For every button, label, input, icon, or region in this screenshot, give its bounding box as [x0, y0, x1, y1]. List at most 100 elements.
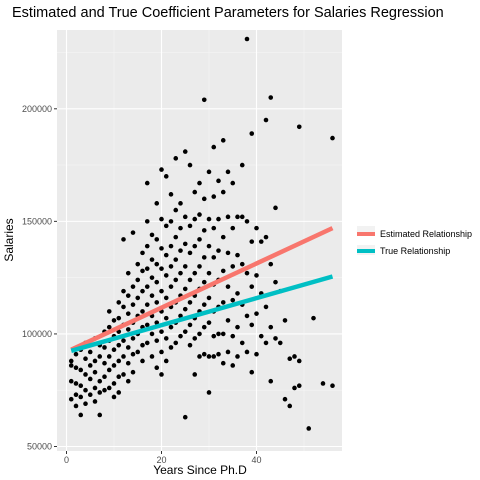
data-point: [306, 426, 312, 431]
data-point: [163, 336, 169, 341]
data-point: [159, 372, 164, 377]
x-axis-title: Years Since Ph.D: [153, 463, 247, 477]
data-point: [154, 237, 160, 242]
data-point: [163, 358, 169, 364]
data-point: [121, 354, 126, 359]
data-point: [201, 351, 207, 357]
data-point: [83, 356, 88, 361]
data-point: [130, 336, 136, 341]
data-point: [225, 318, 231, 323]
data-point: [220, 300, 226, 305]
data-point: [273, 336, 278, 341]
true-relationship-line: [70, 274, 334, 353]
data-point: [192, 336, 198, 341]
data-point: [230, 225, 236, 231]
data-point: [111, 381, 117, 386]
data-point: [78, 394, 84, 400]
data-point: [201, 196, 207, 202]
data-point: [239, 340, 245, 346]
data-point: [273, 279, 278, 285]
data-point: [211, 333, 217, 339]
data-point: [239, 261, 245, 267]
data-point: [87, 363, 93, 368]
data-point: [83, 401, 88, 407]
data-point: [235, 252, 240, 258]
data-point: [68, 378, 74, 384]
data-point: [135, 349, 141, 355]
data-point: [121, 338, 126, 343]
data-point: [263, 304, 269, 310]
data-point: [239, 162, 245, 168]
data-point: [111, 347, 117, 352]
data-point: [121, 372, 126, 377]
data-point: [178, 225, 183, 231]
data-point: [192, 243, 198, 249]
data-point: [263, 234, 269, 240]
data-point: [125, 345, 131, 350]
data-point: [216, 351, 221, 357]
chart-title: Estimated and True Coefficient Parameter…: [12, 5, 444, 21]
data-point: [254, 311, 259, 316]
data-point: [192, 372, 198, 377]
legend-label-estimated-relationship: Estimated Relationship: [380, 229, 472, 239]
data-point: [187, 300, 193, 305]
data-point: [249, 322, 255, 328]
data-point: [225, 349, 231, 355]
data-point: [97, 378, 103, 384]
data-point: [87, 349, 93, 355]
data-point: [73, 392, 79, 398]
legend-key-background-estimated: [357, 226, 375, 236]
data-point: [220, 189, 226, 195]
data-point: [296, 383, 302, 389]
data-point: [182, 241, 188, 247]
data-point: [144, 284, 150, 289]
data-point: [201, 279, 207, 285]
data-point: [206, 320, 212, 325]
data-point: [254, 225, 259, 231]
data-point: [201, 228, 207, 233]
data-point: [116, 390, 122, 395]
data-point: [258, 239, 264, 244]
data-point: [111, 363, 117, 368]
data-point: [87, 376, 93, 382]
data-point: [244, 219, 250, 224]
data-point: [182, 149, 188, 154]
data-point: [121, 304, 126, 310]
data-point: [97, 390, 103, 395]
data-point: [292, 354, 297, 359]
data-point: [130, 369, 136, 375]
data-point: [92, 358, 98, 364]
data-point: [154, 365, 160, 371]
data-point: [187, 277, 193, 283]
data-point: [159, 266, 164, 271]
data-point: [149, 275, 155, 280]
data-point: [168, 192, 174, 197]
data-point: [97, 412, 103, 418]
data-point: [130, 351, 136, 357]
data-point: [330, 135, 335, 141]
data-point: [225, 284, 231, 289]
x-tick-label: 0: [64, 455, 69, 465]
data-point: [220, 360, 226, 366]
data-point: [187, 322, 193, 328]
data-point: [178, 270, 183, 276]
data-point: [216, 178, 221, 184]
y-tick-label: 50000: [27, 441, 52, 451]
data-point: [154, 261, 160, 267]
data-point: [211, 194, 217, 199]
data-point: [159, 329, 164, 334]
data-point: [102, 387, 107, 393]
data-point: [149, 257, 155, 262]
data-point: [154, 279, 160, 285]
data-point: [140, 342, 145, 348]
data-point: [220, 268, 226, 274]
data-point: [211, 144, 217, 150]
data-point: [182, 329, 188, 334]
data-point: [182, 414, 188, 420]
data-point: [92, 369, 98, 375]
data-point: [249, 239, 255, 244]
data-point: [159, 167, 164, 172]
data-point: [87, 392, 93, 398]
data-point: [206, 295, 212, 301]
data-point: [282, 318, 288, 323]
